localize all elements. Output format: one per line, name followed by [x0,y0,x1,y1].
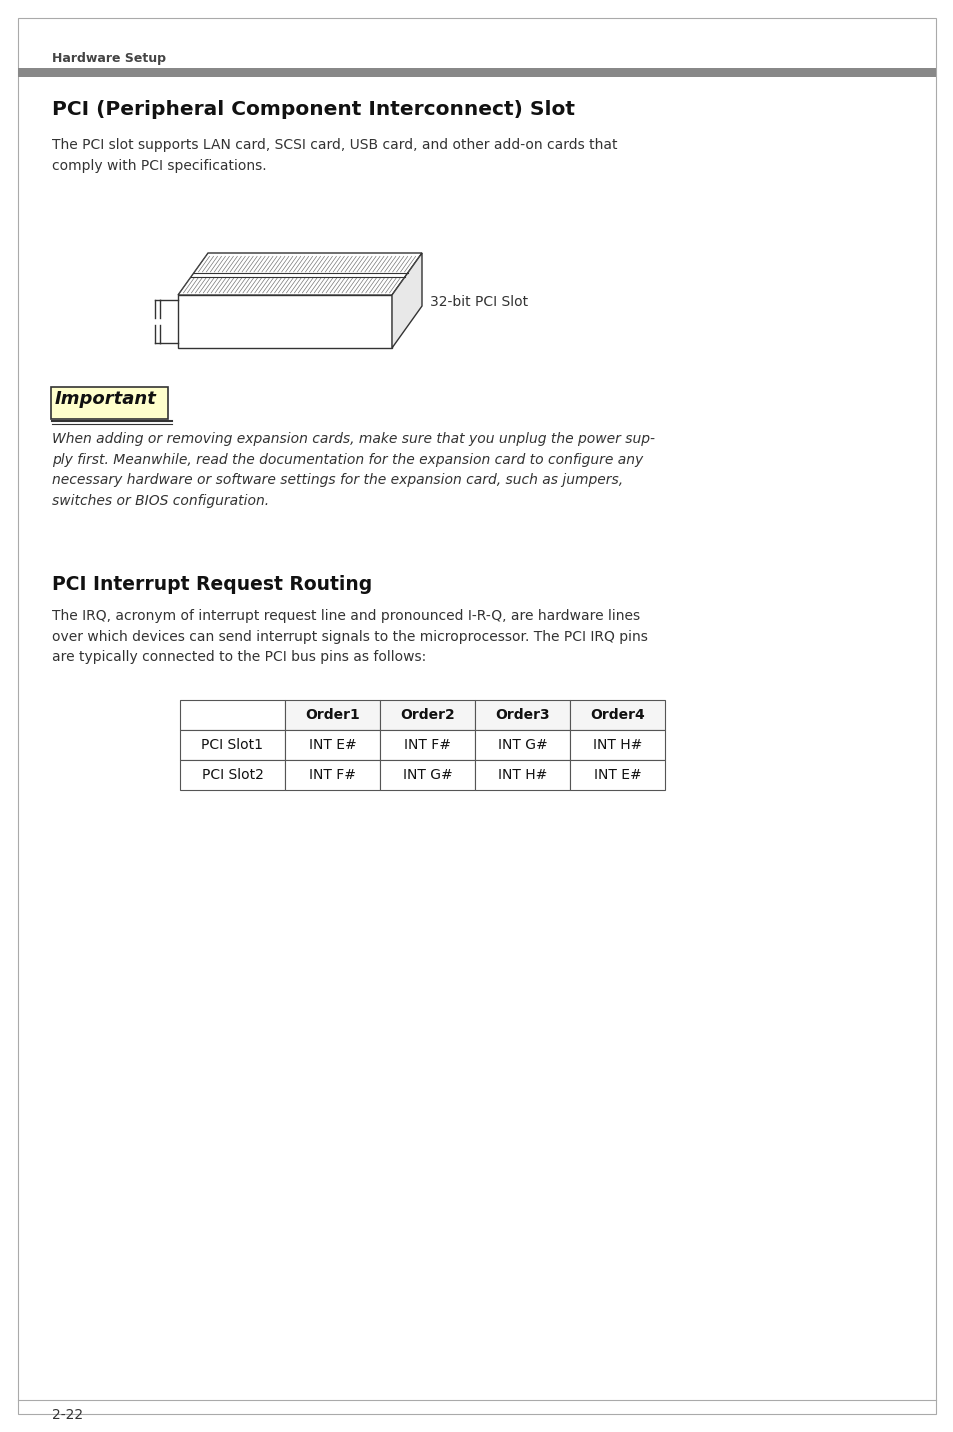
Bar [379,760,475,790]
Bar [475,700,569,730]
Text: INT G#: INT G# [402,768,452,782]
Bar [285,760,379,790]
Bar [180,760,285,790]
Text: PCI Interrupt Request Routing: PCI Interrupt Request Routing [52,576,372,594]
Bar [285,730,379,760]
Bar [18,67,935,77]
Bar [379,730,475,760]
Text: Order4: Order4 [590,707,644,722]
FancyBboxPatch shape [51,387,168,420]
Polygon shape [178,295,392,348]
Text: Important: Important [55,390,156,408]
Bar [475,760,569,790]
Text: INT H#: INT H# [592,737,641,752]
Text: Order1: Order1 [305,707,359,722]
Text: Order3: Order3 [495,707,549,722]
Bar [569,760,664,790]
Text: Hardware Setup: Hardware Setup [52,52,166,64]
Polygon shape [392,253,421,348]
Text: INT E#: INT E# [593,768,640,782]
Text: INT G#: INT G# [497,737,547,752]
Text: 32-bit PCI Slot: 32-bit PCI Slot [430,295,528,309]
Text: INT F#: INT F# [309,768,355,782]
Text: When adding or removing expansion cards, make sure that you unplug the power sup: When adding or removing expansion cards,… [52,432,655,508]
Bar [569,700,664,730]
Text: PCI (Peripheral Component Interconnect) Slot: PCI (Peripheral Component Interconnect) … [52,100,575,119]
Bar [475,730,569,760]
Bar [569,730,664,760]
Text: INT E#: INT E# [309,737,356,752]
Bar [285,700,379,730]
Text: The PCI slot supports LAN card, SCSI card, USB card, and other add-on cards that: The PCI slot supports LAN card, SCSI car… [52,137,617,173]
Text: PCI Slot2: PCI Slot2 [201,768,263,782]
Bar [180,700,285,730]
Polygon shape [178,253,421,295]
Text: Order2: Order2 [399,707,455,722]
Text: INT F#: INT F# [403,737,451,752]
Bar [180,730,285,760]
Text: INT H#: INT H# [497,768,547,782]
Text: The IRQ, acronym of interrupt request line and pronounced I-R-Q, are hardware li: The IRQ, acronym of interrupt request li… [52,609,647,664]
Text: 2-22: 2-22 [52,1408,83,1422]
Text: PCI Slot1: PCI Slot1 [201,737,263,752]
Bar [379,700,475,730]
